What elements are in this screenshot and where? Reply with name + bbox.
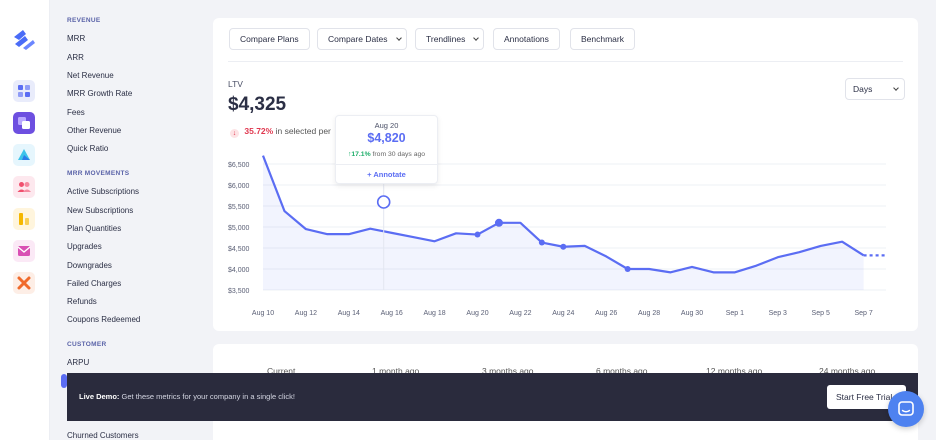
x-tick-label: Aug 14 bbox=[338, 310, 360, 317]
baremetrics-logo-icon[interactable] bbox=[11, 26, 37, 52]
ltv-line-chart[interactable]: $6,500 $6,000 $5,500 $5,000 $4,500 $4,000 $3,5… bbox=[213, 18, 918, 331]
header-12-months-ago: 12 months ago bbox=[706, 366, 763, 376]
compare-dates-label: Compare Dates bbox=[328, 34, 388, 44]
x-tick-label: Sep 5 bbox=[812, 310, 830, 317]
sidebar-item-arr[interactable]: ARR bbox=[67, 53, 84, 62]
sidebar-item-failed-charges[interactable]: Failed Charges bbox=[67, 279, 122, 288]
arrow-down-icon: ↓ bbox=[230, 129, 239, 138]
y-tick-label: $5,000 bbox=[228, 225, 250, 232]
x-tick-label: Aug 12 bbox=[295, 310, 317, 317]
hover-point bbox=[376, 195, 391, 209]
metric-change: ↓ 35.72% in selected per bbox=[230, 126, 331, 138]
x-tick-label: Aug 10 bbox=[252, 310, 274, 317]
integrations-icon[interactable] bbox=[13, 272, 35, 294]
tooltip-divider bbox=[336, 164, 437, 165]
metric-change-text: in selected per bbox=[275, 126, 331, 136]
tooltip-change: ↑17.1% from 30 days ago bbox=[336, 151, 437, 158]
metrics-sidebar: REVENUE MRR ARR Net Revenue MRR Growth R… bbox=[50, 0, 200, 440]
compare-plans-button[interactable]: Compare Plans bbox=[229, 28, 310, 50]
y-tick-label: $6,000 bbox=[228, 183, 250, 190]
tooltip-change-text: from 30 days ago bbox=[372, 151, 426, 158]
x-tick-label: Aug 24 bbox=[552, 310, 574, 317]
sidebar-item-new-subscriptions[interactable]: New Subscriptions bbox=[67, 206, 134, 215]
metric-change-percent: 35.72% bbox=[244, 126, 274, 136]
banner-description: Get these metrics for your company in a … bbox=[121, 392, 295, 401]
metric-label: LTV bbox=[228, 79, 243, 89]
header-6-months-ago: 6 months ago bbox=[596, 366, 648, 376]
x-tick-label: Aug 22 bbox=[509, 310, 531, 317]
sidebar-item-upgrades[interactable]: Upgrades bbox=[67, 242, 102, 251]
data-point bbox=[624, 266, 631, 272]
x-tick-label: Aug 20 bbox=[466, 310, 488, 317]
x-tick-label: Aug 26 bbox=[595, 310, 617, 317]
sidebar-item-coupons-redeemed[interactable]: Coupons Redeemed bbox=[67, 315, 141, 324]
annotations-button[interactable]: Annotations bbox=[493, 28, 560, 50]
messages-icon[interactable] bbox=[13, 240, 35, 262]
chat-launcher-button[interactable] bbox=[888, 391, 924, 427]
forecast-icon[interactable] bbox=[13, 144, 35, 166]
metric-value: $4,325 bbox=[228, 94, 287, 115]
sidebar-item-fees[interactable]: Fees bbox=[67, 108, 85, 117]
tooltip-date: Aug 20 bbox=[374, 121, 399, 130]
sidebar-item-net-revenue[interactable]: Net Revenue bbox=[67, 71, 114, 80]
section-customer: CUSTOMER bbox=[67, 341, 107, 348]
sidebar-item-refunds[interactable]: Refunds bbox=[67, 297, 97, 306]
interval-select[interactable]: Days bbox=[845, 78, 905, 100]
tooltip-change-percent: ↑17.1% bbox=[347, 151, 371, 158]
data-point bbox=[474, 231, 481, 238]
y-tick-label: $6,500 bbox=[228, 162, 250, 169]
trendlines-dropdown[interactable]: Trendlines bbox=[415, 28, 485, 50]
header-24-months-ago: 24 months ago bbox=[819, 366, 876, 376]
data-point bbox=[560, 243, 567, 250]
compare-dates-dropdown[interactable]: Compare Dates bbox=[317, 28, 407, 50]
chat-icon bbox=[898, 401, 914, 416]
tooltip-value: $4,820 bbox=[367, 131, 406, 145]
series-area bbox=[263, 155, 864, 290]
chart-tooltip: Aug 20 $4,820 ↑17.1% from 30 days ago + … bbox=[335, 115, 438, 184]
sidebar-item-mrr[interactable]: MRR bbox=[67, 34, 86, 43]
header-current: Current bbox=[267, 366, 296, 376]
y-tick-label: $5,500 bbox=[228, 204, 250, 211]
revenue-icon[interactable] bbox=[13, 112, 35, 134]
annotate-button[interactable]: + Annotate bbox=[367, 170, 406, 179]
section-mrr-movements: MRR MOVEMENTS bbox=[67, 170, 130, 177]
x-tick-label: Sep 7 bbox=[854, 310, 872, 317]
reports-icon[interactable] bbox=[13, 208, 35, 230]
section-revenue: REVENUE bbox=[67, 17, 101, 24]
toolbar-divider bbox=[228, 61, 903, 62]
sidebar-item-arpu[interactable]: ARPU bbox=[67, 358, 90, 367]
sidebar-item-downgrades[interactable]: Downgrades bbox=[67, 261, 112, 270]
header-1-month-ago: 1 month ago bbox=[372, 366, 420, 376]
metrics-table-header: Current 1 month ago 3 months ago 6 month… bbox=[213, 366, 918, 376]
data-point bbox=[538, 239, 545, 246]
live-demo-banner: Live Demo: Get these metrics for your co… bbox=[67, 373, 918, 421]
trendlines-label: Trendlines bbox=[426, 34, 466, 44]
y-tick-label: $4,000 bbox=[228, 267, 250, 274]
y-tick-label: $4,500 bbox=[228, 246, 250, 253]
app-icon-rail bbox=[0, 0, 50, 440]
customers-icon[interactable] bbox=[13, 176, 35, 198]
x-tick-label: Sep 1 bbox=[726, 310, 744, 317]
header-3-months-ago: 3 months ago bbox=[482, 366, 534, 376]
x-tick-label: Aug 18 bbox=[424, 310, 446, 317]
sidebar-item-other-revenue[interactable]: Other Revenue bbox=[67, 126, 122, 135]
sidebar-item-quick-ratio[interactable]: Quick Ratio bbox=[67, 144, 109, 153]
banner-text: Live Demo: Get these metrics for your co… bbox=[79, 392, 295, 401]
sidebar-item-plan-quantities[interactable]: Plan Quantities bbox=[67, 224, 122, 233]
interval-select-value: Days bbox=[853, 84, 873, 94]
dashboard-icon[interactable] bbox=[13, 80, 35, 102]
data-point bbox=[494, 218, 503, 227]
x-tick-label: Sep 3 bbox=[769, 310, 787, 317]
benchmark-button[interactable]: Benchmark bbox=[570, 28, 635, 50]
metric-card: Compare Plans Compare Dates Trendlines A… bbox=[213, 18, 918, 331]
sidebar-item-mrr-growth-rate[interactable]: MRR Growth Rate bbox=[67, 89, 133, 98]
x-tick-label: Aug 30 bbox=[681, 310, 703, 317]
sidebar-item-churned-customers[interactable]: Churned Customers bbox=[67, 431, 139, 440]
active-item-indicator bbox=[61, 374, 67, 388]
x-tick-label: Aug 16 bbox=[381, 310, 403, 317]
x-tick-label: Aug 28 bbox=[638, 310, 660, 317]
y-tick-label: $3,500 bbox=[228, 288, 250, 295]
banner-title: Live Demo: bbox=[79, 392, 120, 401]
sidebar-item-active-subscriptions[interactable]: Active Subscriptions bbox=[67, 187, 140, 196]
